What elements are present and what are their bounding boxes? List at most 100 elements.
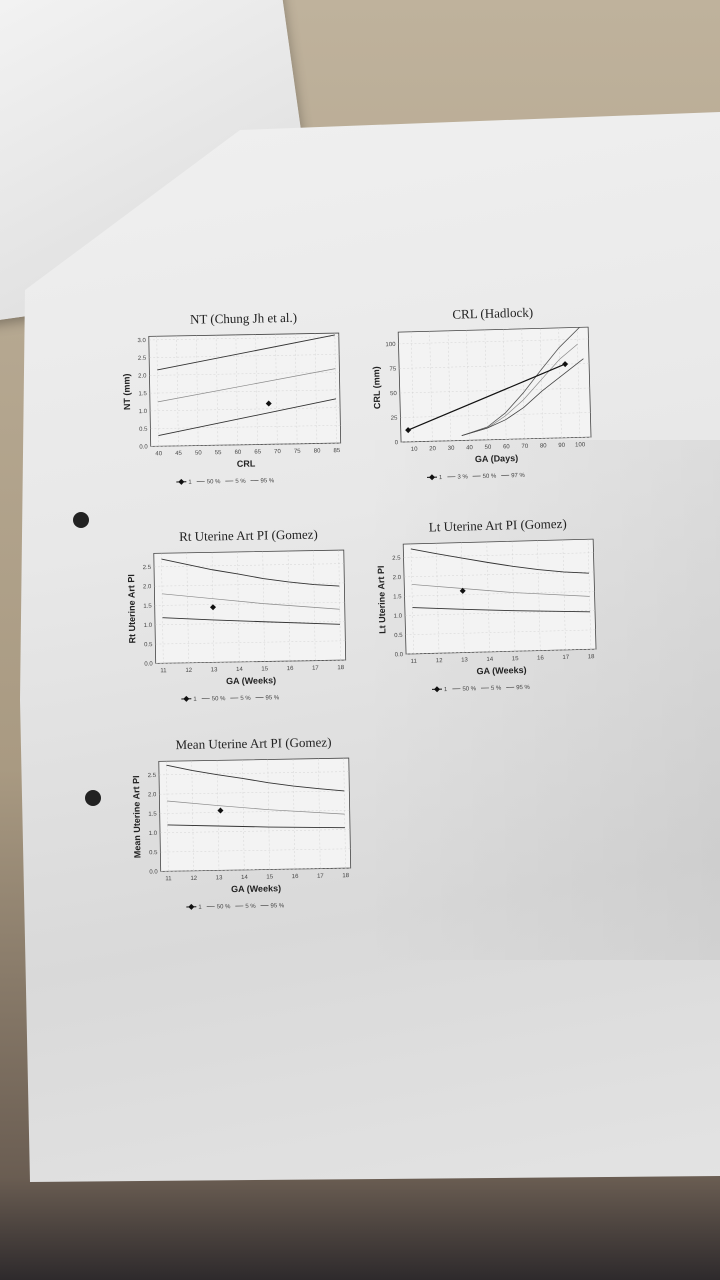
x-tick-label: 18 xyxy=(342,873,349,879)
legend-entry: 50 % xyxy=(462,686,476,692)
nt-chart: NT (Chung Jh et al.) 40 45 50 55 60 65 70 75 80 85… xyxy=(103,303,356,507)
y-tick-label: 75 xyxy=(389,367,396,373)
series-line-1 xyxy=(407,363,566,431)
plot-area xyxy=(402,538,597,655)
chart-title: Rt Uterine Art PI (Gomez) xyxy=(179,527,318,544)
legend-entry: 50 % xyxy=(207,479,221,485)
legend-entry: 1 xyxy=(444,687,448,693)
y-tick-label: 2.0 xyxy=(393,575,402,581)
x-tick-label: 15 xyxy=(512,656,519,662)
y-tick-label: 3.0 xyxy=(137,338,146,344)
legend-entry: 1 xyxy=(193,697,197,703)
x-tick-label: 40 xyxy=(155,451,162,457)
x-tick-label: 40 xyxy=(466,445,473,451)
y-tick-label: 1.0 xyxy=(394,614,403,620)
plot-area xyxy=(158,757,352,872)
x-axis-label: GA (Weeks) xyxy=(226,675,276,686)
y-tick-label: 0.5 xyxy=(139,427,148,433)
x-tick-label: 11 xyxy=(160,668,167,674)
paper-fold-shadow xyxy=(360,440,720,960)
x-tick-label: 70 xyxy=(274,449,281,455)
y-tick-label: 0.0 xyxy=(144,661,153,667)
y-axis-label: Lt Uterine Art PI xyxy=(376,565,388,633)
series-line-5 xyxy=(158,398,337,437)
data-point-marker xyxy=(459,587,466,594)
y-axis-label: CRL (mm) xyxy=(371,366,382,409)
x-tick-label: 16 xyxy=(292,874,299,880)
chart-title: Mean Uterine Art PI (Gomez) xyxy=(175,734,331,752)
x-axis-label: GA (Weeks) xyxy=(231,883,281,894)
series-line-3 xyxy=(461,358,584,436)
data-point-marker xyxy=(210,604,217,611)
x-tick-label: 11 xyxy=(165,876,172,882)
x-tick-label: 17 xyxy=(562,655,569,661)
series-line-50 xyxy=(157,368,336,403)
y-tick-label: 2.5 xyxy=(392,556,401,562)
legend-entry: 5 % xyxy=(245,904,256,910)
legend-entry: 95 % xyxy=(516,685,530,691)
chart-svg: Lt Uterine Art PI (Gomez) 11 12 13 14 15 16 17 1… xyxy=(376,516,597,693)
x-tick-label: 17 xyxy=(317,874,324,880)
y-tick-label: 25 xyxy=(391,416,398,422)
legend-entry: 3 % xyxy=(457,474,468,480)
legend-entry: 50 % xyxy=(217,904,231,910)
legend-entry: 5 % xyxy=(240,696,251,702)
y-tick-label: 1.5 xyxy=(148,812,157,818)
y-tick-label: 2.5 xyxy=(143,565,152,571)
series-line-5 xyxy=(412,607,590,613)
x-tick-label: 45 xyxy=(175,451,182,457)
x-tick-label: 50 xyxy=(195,450,202,456)
rt-uterine-pi-chart: Rt Uterine Art PI (Gomez) 11 12 13 14 15 16 17 1… xyxy=(108,520,361,724)
series-line-95 xyxy=(410,548,589,574)
x-tick-label: 60 xyxy=(235,450,242,456)
series-line-97 xyxy=(461,327,583,436)
series-line-95 xyxy=(157,334,335,371)
x-tick-label: 65 xyxy=(254,449,261,455)
lt-uterine-pi-chart: Lt Uterine Art PI (Gomez) 11 12 13 14 15 16 17 1… xyxy=(357,509,612,715)
y-tick-label: 1.0 xyxy=(144,623,153,629)
legend-entry: 95 % xyxy=(260,478,274,484)
x-tick-label: 13 xyxy=(211,667,218,673)
x-tick-label: 50 xyxy=(485,445,492,451)
chart-svg: Mean Uterine Art PI (Gomez) 11 12 13 14 15 16 1… xyxy=(131,734,352,911)
x-tick-label: 16 xyxy=(287,666,294,672)
series-line-95 xyxy=(166,764,345,792)
plot-area xyxy=(397,326,592,443)
y-axis-label: Rt Uterine Art PI xyxy=(126,574,137,643)
y-tick-label: 100 xyxy=(385,342,396,348)
plot-area xyxy=(153,549,347,664)
y-tick-label: 1.5 xyxy=(138,391,147,397)
x-tick-label: 60 xyxy=(503,444,510,450)
legend-entry: 97 % xyxy=(511,473,525,479)
x-tick-label: 13 xyxy=(461,657,468,663)
x-tick-label: 14 xyxy=(241,875,248,881)
data-point-marker xyxy=(265,400,272,407)
x-tick-label: 12 xyxy=(190,876,197,882)
y-tick-label: 0.5 xyxy=(144,642,153,648)
chart-title: NT (Chung Jh et al.) xyxy=(190,310,297,327)
x-tick-label: 14 xyxy=(486,657,493,663)
data-point-marker xyxy=(217,807,224,814)
y-tick-label: 2.0 xyxy=(148,792,157,798)
x-axis-label: CRL xyxy=(237,459,256,469)
mean-uterine-pi-chart: Mean Uterine Art PI (Gomez) 11 12 13 14 15 16 1… xyxy=(113,728,366,932)
x-axis-label: GA (Weeks) xyxy=(476,665,526,676)
chart-title: CRL (Hadlock) xyxy=(452,305,533,322)
x-tick-label: 15 xyxy=(261,666,268,672)
legend-entry: 1 xyxy=(439,475,443,481)
legend-entry: 1 xyxy=(198,905,202,911)
x-tick-label: 10 xyxy=(411,447,418,453)
chart-svg: Rt Uterine Art PI (Gomez) 11 12 13 14 15 16 17 1… xyxy=(126,527,347,703)
x-tick-label: 14 xyxy=(236,667,243,673)
legend-entry: 95 % xyxy=(265,695,279,701)
series-line-50 xyxy=(162,593,340,610)
y-tick-label: 0.5 xyxy=(149,850,158,856)
chart-svg: CRL (Hadlock) 10 20 30 40 50 60 70 80 90 100 0 25 50 7… xyxy=(371,305,592,481)
y-tick-label: 2.5 xyxy=(148,773,157,779)
y-tick-label: 0.0 xyxy=(139,444,148,450)
y-tick-label: 1.5 xyxy=(143,604,152,610)
y-tick-label: 2.0 xyxy=(138,373,147,379)
x-tick-label: 12 xyxy=(436,658,443,664)
y-tick-label: 2.0 xyxy=(143,584,152,590)
